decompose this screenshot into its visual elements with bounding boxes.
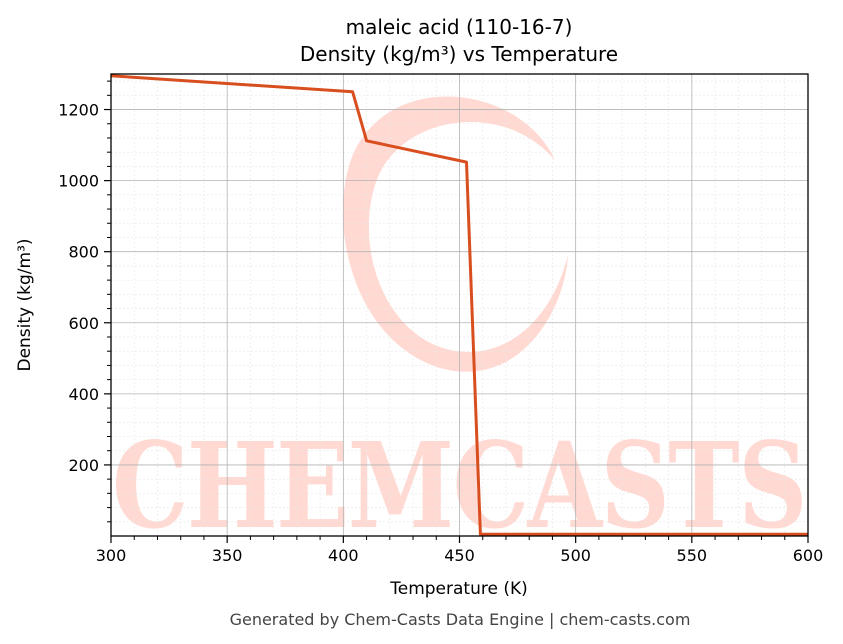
axis-ticks: 300 350 400 450 500 550 600 200 400 600 800 1000 120…: [58, 80, 824, 565]
watermark: CHEMCASTS: [112, 96, 808, 555]
series-layer: [110, 74, 808, 536]
y-tick-label: 600: [68, 314, 99, 333]
y-tick-label: 200: [68, 456, 99, 475]
chart-title-line1: maleic acid (110-16-7): [346, 15, 573, 39]
y-axis-label: Density (kg/m³): [15, 238, 35, 371]
x-tick-label: 450: [444, 546, 475, 565]
x-axis-label: Temperature (K): [389, 579, 528, 599]
x-tick-label: 400: [328, 546, 359, 565]
y-tick-label: 1000: [58, 172, 99, 191]
x-tick-label: 500: [560, 546, 591, 565]
y-tick-label: 800: [68, 243, 99, 262]
footer-credit: Generated by Chem-Casts Data Engine | ch…: [230, 610, 691, 629]
y-tick-label: 400: [68, 385, 99, 404]
y-tick-label: 1200: [58, 101, 99, 120]
x-tick-label: 300: [96, 546, 127, 565]
density-series-line: [110, 74, 808, 536]
x-tick-label: 350: [212, 546, 243, 565]
x-tick-label: 600: [793, 546, 824, 565]
chart-title-line2: Density (kg/m³) vs Temperature: [300, 42, 618, 66]
x-tick-label: 550: [677, 546, 708, 565]
